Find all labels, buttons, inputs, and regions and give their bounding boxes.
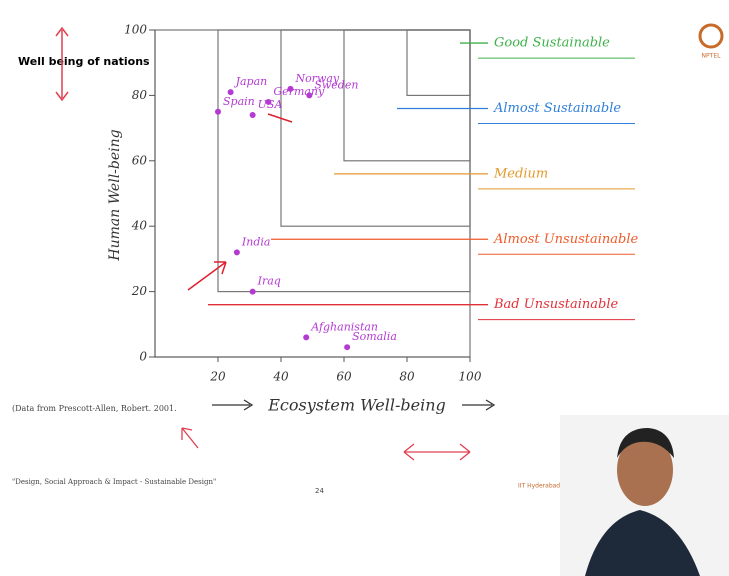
logo-text: NPTEL — [702, 53, 722, 60]
zone-label: Bad Unsustainable — [493, 297, 619, 312]
point-label: Japan — [234, 75, 268, 88]
point — [227, 89, 234, 96]
point-label: Spain — [223, 95, 255, 108]
slide-title: Well being of nations — [18, 55, 150, 68]
x-axis-label: Ecosystem Well-being — [267, 396, 446, 415]
credit: IIT Hyderabad, India — [518, 483, 579, 490]
presenter-head — [617, 434, 673, 506]
decor-arrow — [187, 113, 293, 291]
point — [303, 334, 310, 341]
y-tick-label: 40 — [131, 219, 148, 233]
plot: Bad Unsustainable Almost Unsustainable Med… — [107, 23, 639, 415]
y-tick-label: 100 — [124, 23, 147, 37]
point — [306, 92, 313, 99]
point — [344, 344, 351, 351]
presenter-body — [585, 510, 700, 576]
decor-arrow — [181, 427, 471, 461]
x-tick-label: 40 — [272, 370, 289, 384]
point — [265, 98, 272, 105]
point-label: Somalia — [352, 330, 397, 343]
decor-arrow — [212, 399, 496, 411]
y-tick-label: 0 — [139, 350, 147, 364]
y-axis-label: Human Well-being — [107, 129, 123, 261]
point-label: Iraq — [257, 275, 281, 288]
point — [249, 112, 256, 119]
point-label: Sweden — [314, 78, 358, 91]
zone-label: Good Sustainable — [494, 36, 610, 51]
y-tick-label: 20 — [131, 284, 148, 298]
point-label: USA — [258, 98, 283, 111]
point — [287, 85, 294, 92]
presenter-video — [560, 415, 729, 576]
y-tick-label: 60 — [132, 153, 148, 167]
footer: "Design, Social Approach & Impact - Sust… — [12, 478, 216, 486]
point — [249, 288, 256, 295]
point-label: Norway — [294, 72, 339, 85]
page-number: 24 — [315, 487, 324, 495]
x-tick-label: 60 — [336, 370, 352, 384]
zone-label: Medium — [493, 166, 548, 181]
x-tick-label: 100 — [459, 370, 482, 384]
zone-label: Almost Unsustainable — [493, 232, 639, 247]
y-tick-label: 80 — [132, 88, 148, 102]
presenter-hair — [617, 428, 674, 458]
decor-arrow — [55, 26, 69, 102]
point — [215, 108, 221, 115]
x-tick-label: 80 — [399, 370, 415, 384]
source-note: (Data from Prescott-Allen, Robert. 2001. — [12, 404, 177, 413]
logo-icon — [698, 23, 724, 49]
x-tick-label: 20 — [209, 370, 226, 384]
point-label: India — [241, 235, 271, 248]
point-label: Germany — [273, 85, 325, 98]
point-label: Afghanistan — [310, 320, 378, 333]
zone-label: Almost Sustainable — [493, 101, 621, 116]
zone-box — [406, 29, 471, 97]
point — [233, 249, 240, 256]
